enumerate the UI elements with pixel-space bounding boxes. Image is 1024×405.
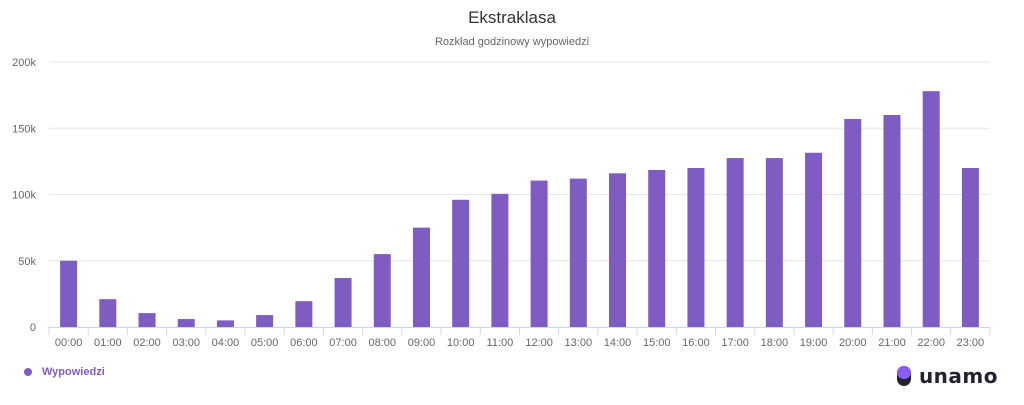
legend-dot-icon [24,368,32,376]
bar-1600[interactable] [687,168,705,327]
bar-1400[interactable] [609,173,627,327]
x-tick-label: 04:00 [212,337,240,349]
x-tick-label: 19:00 [800,337,828,349]
bar-0000[interactable] [60,260,78,327]
logo-text: unamo [918,364,998,388]
bar-0400[interactable] [216,320,234,327]
x-tick-label: 21:00 [878,337,906,349]
x-tick-label: 09:00 [408,337,436,349]
x-tick-label: 18:00 [761,337,789,349]
x-tick-label: 11:00 [487,337,514,349]
unamo-logo-icon [896,366,911,386]
bar-0700[interactable] [334,277,352,327]
x-tick-label: 13:00 [565,337,593,349]
bar-2300[interactable] [961,168,979,327]
bar-1200[interactable] [530,180,548,327]
bar-1900[interactable] [805,152,823,327]
x-tick-label: 15:00 [643,337,671,349]
grid-lines [49,61,990,262]
x-tick-label: 06:00 [290,337,318,349]
x-tick-label: 05:00 [251,337,279,349]
chart-title: Ekstraklasa [468,8,556,27]
x-tick-label: 01:00 [94,337,122,349]
x-tick-label: 14:00 [604,337,632,349]
x-tick-label: 00:00 [55,337,83,349]
y-tick-label: 150k [12,123,36,135]
bar-1500[interactable] [648,169,666,327]
axes: 0 50k 100k 150k 200k 00:00 01:00 02:00 03:00 04:0… [12,57,991,349]
x-tick-label: 17:00 [721,337,749,349]
x-tick-label: 08:00 [369,337,397,349]
legend-label: Wypowiedzi [42,366,105,378]
bar-1300[interactable] [569,178,587,327]
x-tick-label: 07:00 [329,337,357,349]
bar-0600[interactable] [295,301,313,327]
bar-0900[interactable] [412,227,430,327]
unamo-logo: unamo [896,364,998,388]
x-tick-label: 10:00 [447,337,475,349]
y-tick-label: 100k [12,190,36,202]
y-tick-label: 200k [12,57,36,69]
y-tick-label: 50k [18,256,36,268]
bar-0800[interactable] [373,254,391,327]
bar-0200[interactable] [138,313,156,327]
bar-0500[interactable] [256,315,274,327]
legend-item-wypowiedzi[interactable]: Wypowiedzi [24,366,105,378]
bar-2200[interactable] [922,91,940,328]
bar-2000[interactable] [844,118,862,327]
x-tick-label: 22:00 [917,337,945,349]
bar-0100[interactable] [99,299,117,327]
bar-0300[interactable] [177,319,195,327]
x-tick-label: 16:00 [682,337,710,349]
bar-1100[interactable] [491,193,509,327]
x-tick-label: 12:00 [525,337,553,349]
y-tick-label: 0 [30,322,36,334]
x-tick-label: 20:00 [839,337,867,349]
x-tick-label: 03:00 [172,337,200,349]
bar-1800[interactable] [765,158,783,327]
x-tick-label: 23:00 [957,337,985,349]
bars [60,91,979,328]
bar-1000[interactable] [452,199,470,327]
bar-1700[interactable] [726,158,744,327]
chart-subtitle: Rozkład godzinowy wypowiedzi [434,36,590,48]
bar-2100[interactable] [883,115,901,327]
x-tick-label: 02:00 [133,337,161,349]
